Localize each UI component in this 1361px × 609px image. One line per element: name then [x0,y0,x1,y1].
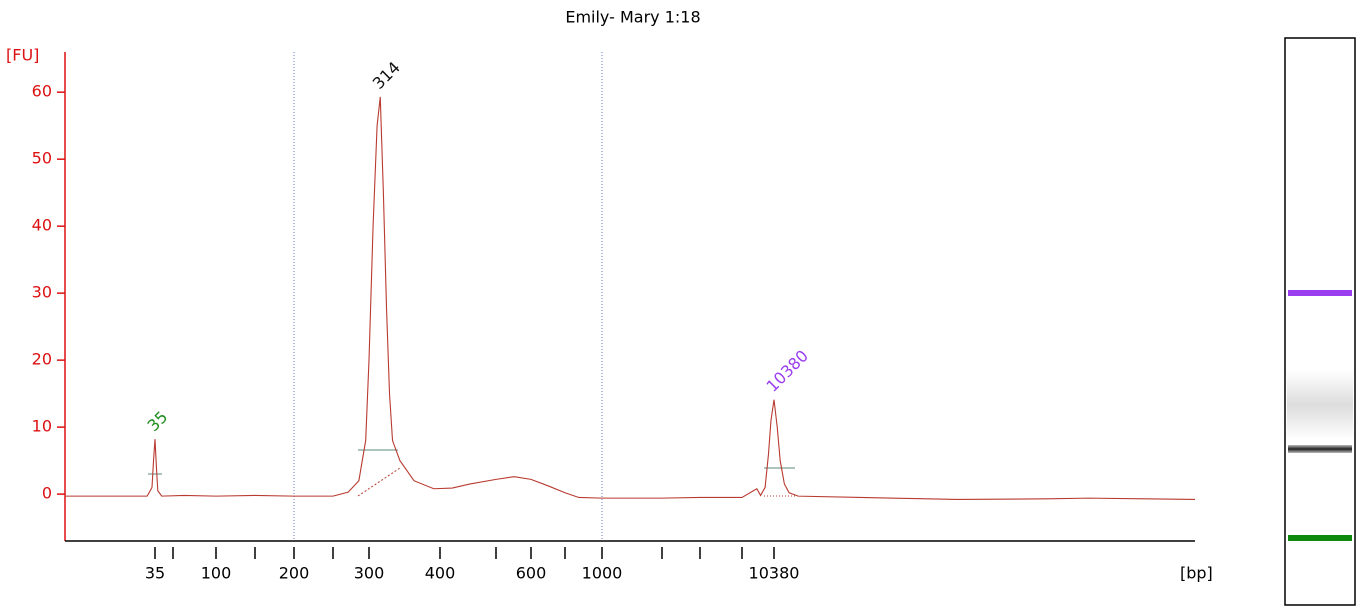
x-tick-label: 300 [354,564,385,583]
x-tick-label: 1000 [582,564,623,583]
peak-label: 35 [144,407,172,435]
peak-baseline [357,467,401,497]
sample-band [1288,445,1352,453]
peak-label: 10380 [763,346,812,395]
y-tick-label: 40 [32,216,52,235]
lower-marker-band [1288,535,1352,541]
x-tick-label: 400 [425,564,456,583]
x-tick-label: 200 [279,564,310,583]
peak-label: 314 [369,58,404,93]
x-tick-label: 100 [201,564,232,583]
gel-lane [1284,37,1356,606]
y-tick-label: 60 [32,82,52,101]
x-tick-label: 10380 [749,564,800,583]
upper-marker-band [1288,290,1352,296]
x-axis-label: [bp] [1180,564,1213,583]
y-tick-label: 20 [32,350,52,369]
y-tick-label: 50 [32,149,52,168]
lane-smear [1287,370,1353,440]
trace-line [65,96,1196,501]
x-tick-label: 600 [516,564,547,583]
y-tick-label: 30 [32,283,52,302]
peak-marks [148,449,798,497]
x-tick-label: 35 [145,564,165,583]
y-tick-label: 0 [42,484,52,503]
chart-title: Emily- Mary 1:18 [565,8,700,27]
lane-frame [1284,37,1356,606]
y-tick-label: 10 [32,417,52,436]
y-axis-label: [FU] [6,46,39,65]
